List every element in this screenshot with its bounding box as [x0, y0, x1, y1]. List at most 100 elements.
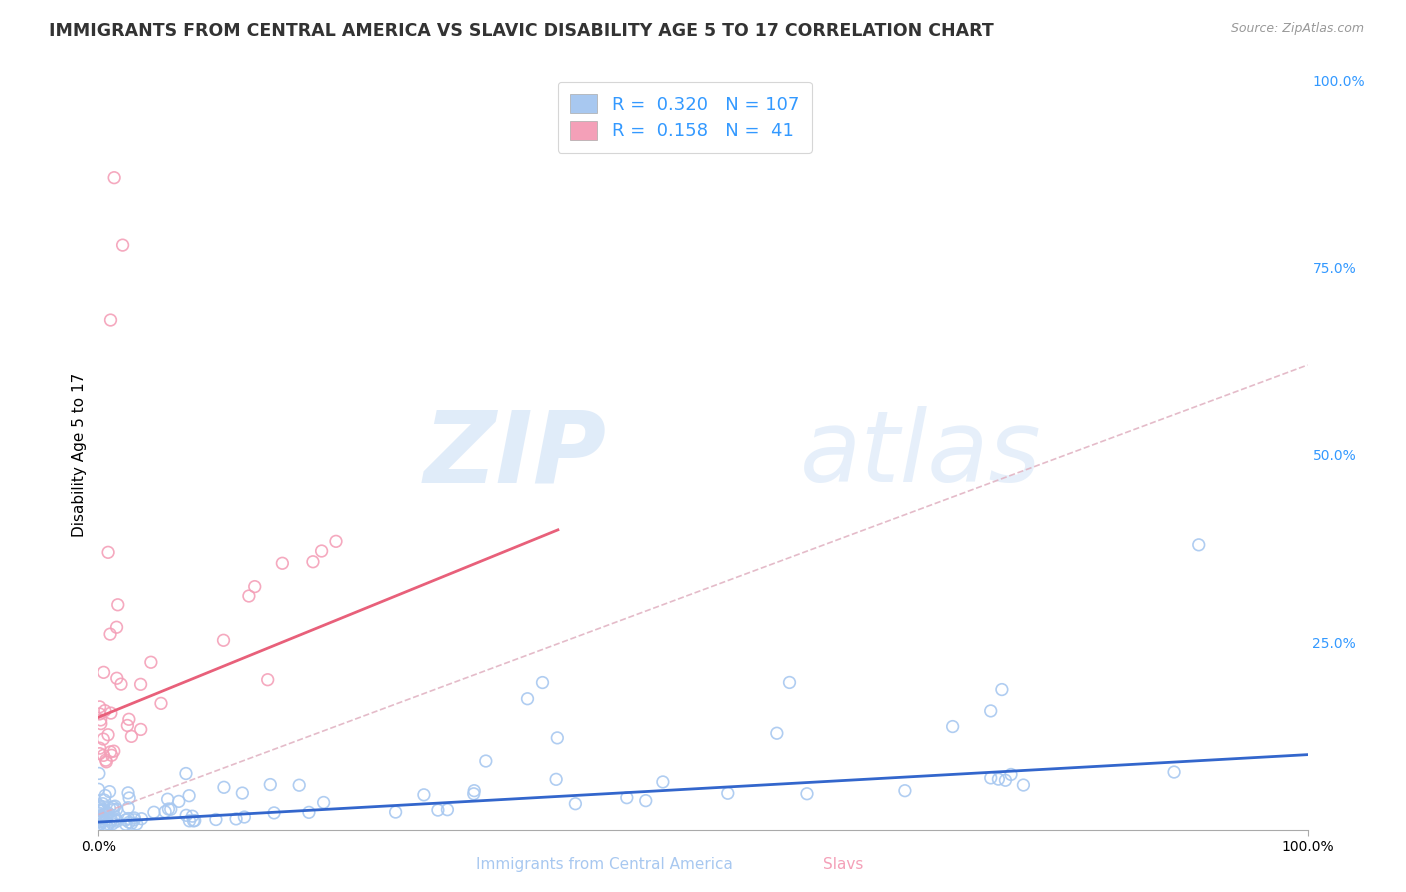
Point: [100, 813, 122, 827]
Point: [124, 813, 146, 827]
Point: [131, 812, 153, 826]
Point: [183, 814, 205, 828]
Point: [212, 780, 235, 795]
Point: [117, 812, 139, 826]
Point: [89, 741, 111, 756]
Point: [87, 801, 110, 815]
Point: [87, 809, 110, 823]
Point: [101, 817, 124, 831]
Point: [124, 811, 146, 825]
Point: [233, 810, 256, 824]
Point: [87, 815, 110, 830]
Point: [89, 800, 111, 814]
Point: [991, 682, 1014, 697]
Point: [89, 804, 111, 818]
Point: [271, 556, 294, 570]
Point: [94, 753, 117, 767]
Point: [1000, 767, 1022, 781]
Point: [91, 803, 114, 817]
Point: [118, 815, 141, 830]
Point: [463, 783, 485, 797]
Point: [766, 726, 789, 740]
Point: [384, 805, 406, 819]
Text: ZIP: ZIP: [423, 407, 606, 503]
Point: [97, 545, 120, 559]
Point: [90, 716, 112, 731]
Point: [94, 789, 117, 803]
Point: [105, 802, 128, 816]
Point: [101, 800, 124, 814]
Point: [167, 794, 190, 808]
Point: [93, 818, 115, 832]
Point: [117, 718, 139, 732]
Point: [139, 655, 162, 669]
Point: [91, 732, 114, 747]
Point: [980, 771, 1002, 785]
Point: [103, 744, 125, 758]
Legend: R =  0.320   N = 107, R =  0.158   N =  41: R = 0.320 N = 107, R = 0.158 N = 41: [558, 82, 811, 153]
Point: [125, 817, 148, 831]
Point: [98, 627, 121, 641]
Point: [103, 170, 125, 185]
Point: [531, 675, 554, 690]
Point: [651, 775, 673, 789]
Point: [994, 773, 1017, 788]
Point: [302, 555, 325, 569]
Point: [107, 598, 129, 612]
Point: [1012, 778, 1035, 792]
Point: [120, 730, 142, 744]
Point: [93, 748, 115, 763]
Point: [103, 808, 125, 822]
Point: [184, 814, 207, 828]
Point: [634, 794, 657, 808]
Point: [156, 792, 179, 806]
Point: [987, 772, 1010, 786]
Point: [312, 796, 335, 810]
Point: [91, 814, 114, 829]
Point: [436, 803, 458, 817]
Point: [89, 699, 111, 714]
Point: [87, 766, 110, 780]
Point: [111, 238, 134, 252]
Point: [779, 675, 801, 690]
Point: [894, 783, 917, 797]
Point: [91, 797, 114, 811]
Point: [129, 723, 152, 737]
Text: Source: ZipAtlas.com: Source: ZipAtlas.com: [1230, 22, 1364, 36]
Point: [516, 691, 538, 706]
Point: [796, 787, 818, 801]
Point: [93, 793, 115, 807]
Point: [89, 799, 111, 814]
Point: [100, 745, 122, 759]
Point: [564, 797, 586, 811]
Point: [174, 766, 197, 780]
Point: [87, 805, 110, 820]
Point: [96, 755, 118, 769]
Text: Immigrants from Central America: Immigrants from Central America: [477, 857, 733, 872]
Point: [288, 778, 311, 792]
Point: [98, 801, 121, 815]
Point: [426, 803, 449, 817]
Text: atlas: atlas: [800, 407, 1042, 503]
Point: [100, 748, 122, 763]
Point: [475, 754, 498, 768]
Point: [114, 813, 136, 827]
Point: [89, 809, 111, 823]
Point: [129, 677, 152, 691]
Point: [117, 786, 139, 800]
Point: [105, 620, 128, 634]
Point: [114, 817, 136, 831]
Point: [121, 816, 143, 830]
Point: [96, 818, 118, 832]
Point: [97, 805, 120, 820]
Point: [117, 800, 139, 814]
Point: [179, 814, 201, 828]
Point: [980, 704, 1002, 718]
Point: [98, 784, 121, 798]
Point: [177, 789, 200, 803]
Point: [100, 313, 122, 327]
Point: [91, 811, 114, 825]
Point: [87, 818, 110, 832]
Point: [118, 791, 141, 805]
Point: [243, 580, 266, 594]
